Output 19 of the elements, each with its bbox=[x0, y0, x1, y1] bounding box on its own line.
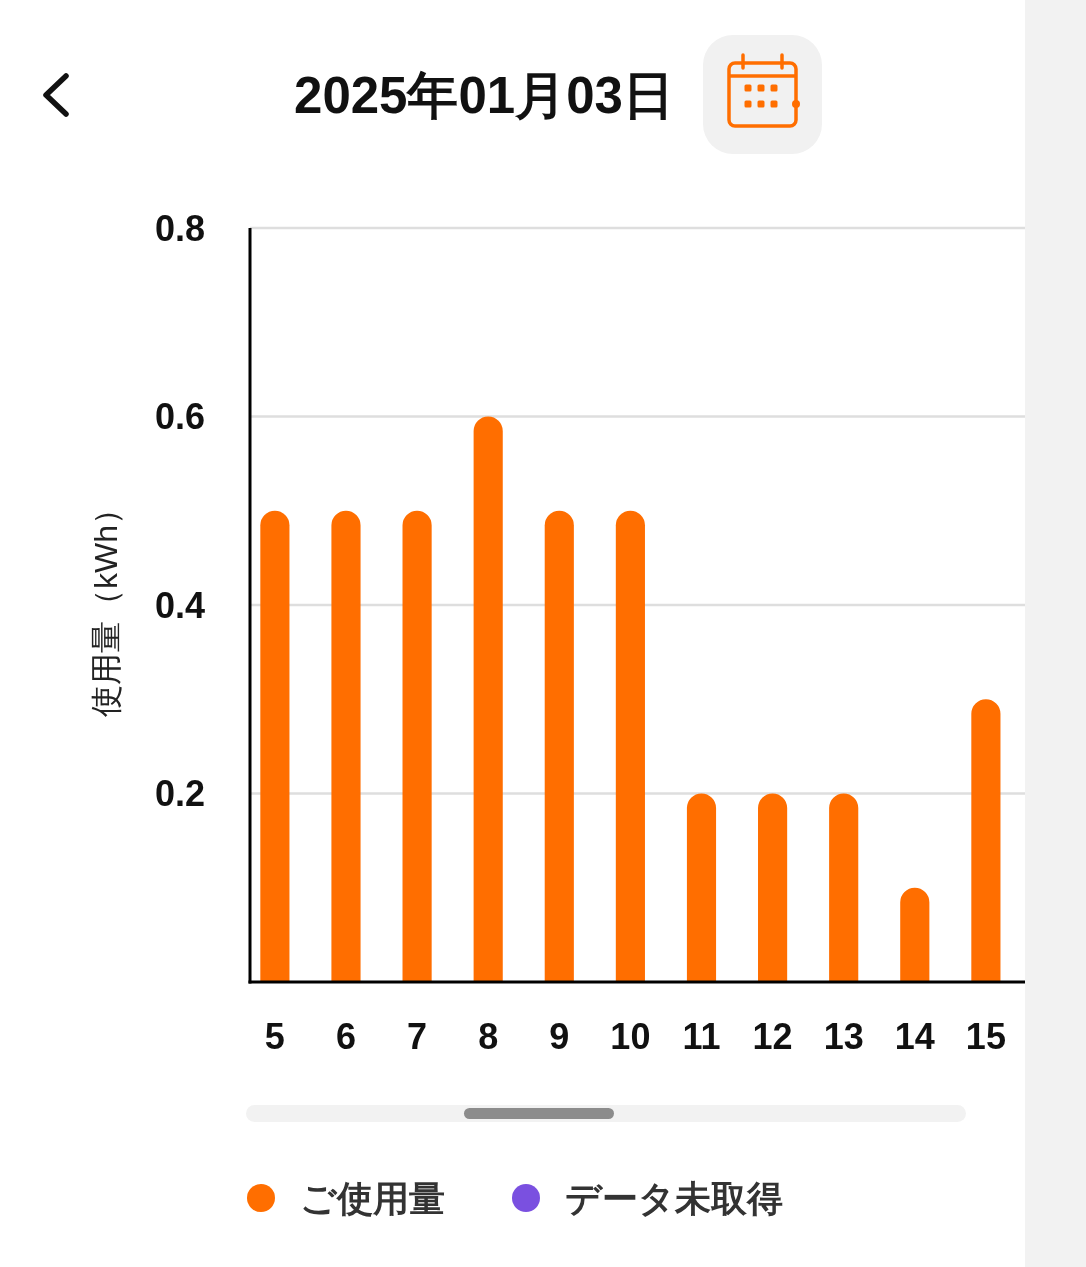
x-tick-label: 8 bbox=[478, 1015, 499, 1057]
title: 2025年01月03日 bbox=[294, 66, 674, 124]
x-tick-label: 13 bbox=[823, 1015, 864, 1057]
x-tick-label: 15 bbox=[965, 1015, 1006, 1057]
x-tick-label: 10 bbox=[610, 1015, 651, 1057]
y-tick-label: 0.6 bbox=[154, 396, 205, 437]
x-tick-label: 5 bbox=[264, 1015, 285, 1057]
x-tick-label: 9 bbox=[549, 1015, 570, 1057]
y-tick-label: 0.4 bbox=[154, 584, 205, 626]
y-axis-title: 使用量（kWh） bbox=[88, 493, 124, 717]
x-tick-label: 14 bbox=[894, 1015, 935, 1057]
x-tick-label: 6 bbox=[335, 1015, 356, 1057]
legend-label: データ未取得 bbox=[565, 1177, 783, 1219]
y-tick-label: 0.8 bbox=[154, 207, 205, 249]
y-tick-label: 0.2 bbox=[154, 773, 205, 814]
legend-label: ご使用量 bbox=[300, 1177, 445, 1219]
x-tick-label: 12 bbox=[752, 1015, 793, 1057]
x-tick-label: 11 bbox=[682, 1015, 721, 1057]
x-tick-label: 7 bbox=[407, 1015, 428, 1057]
